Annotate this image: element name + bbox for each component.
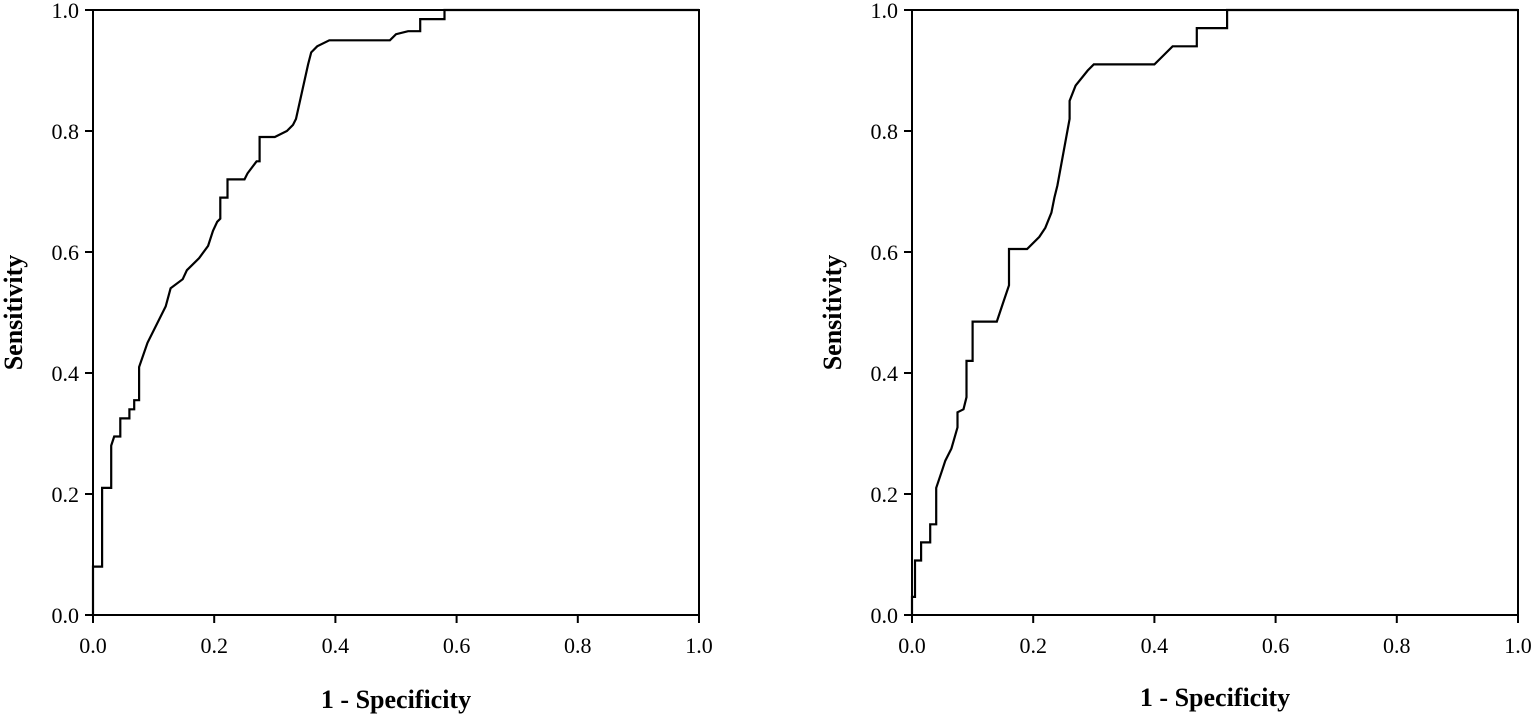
x-tick-label: 0.6 <box>1262 633 1290 658</box>
y-tick-label: 0.6 <box>52 240 80 265</box>
x-tick-label: 0.6 <box>443 633 471 658</box>
y-tick-label: 0.0 <box>52 603 80 628</box>
x-tick-label: 0.0 <box>898 633 926 658</box>
y-axis-title: Sensitivity <box>818 255 847 371</box>
x-tick-label: 0.4 <box>1141 633 1169 658</box>
roc-curve <box>91 8 699 615</box>
x-tick-label: 0.0 <box>79 633 107 658</box>
x-tick-label: 0.2 <box>200 633 228 658</box>
y-tick-label: 0.8 <box>52 119 80 144</box>
roc-chart-left: 0.0 0.2 0.4 0.6 0.8 1.0 0.0 0.2 0.4 0.6 0.8 1.0 1 - … <box>0 0 713 714</box>
y-tick-label: 0.4 <box>52 361 80 386</box>
x-axis-title: 1 - Specificity <box>321 685 471 714</box>
y-tick-label: 1.0 <box>871 0 899 23</box>
x-tick-label: 0.2 <box>1019 633 1047 658</box>
y-axis-title: Sensitivity <box>0 255 28 371</box>
roc-curve <box>910 8 1518 615</box>
y-tick-label: 1.0 <box>52 0 80 23</box>
x-tick-label: 0.8 <box>564 633 592 658</box>
x-tick-label: 0.4 <box>322 633 350 658</box>
x-tick-label: 0.8 <box>1383 633 1411 658</box>
y-tick-label: 0.2 <box>871 482 899 507</box>
y-tick-label: 0.4 <box>871 361 899 386</box>
plot-frame <box>911 9 1519 616</box>
y-tick-label: 0.8 <box>871 119 899 144</box>
y-tick-label: 0.0 <box>871 603 899 628</box>
x-axis-title: 1 - Specificity <box>1140 683 1290 712</box>
x-tick-label: 1.0 <box>685 633 713 658</box>
x-tick-label: 1.0 <box>1504 633 1532 658</box>
plot-frame <box>92 9 700 616</box>
y-tick-label: 0.6 <box>871 240 899 265</box>
y-tick-label: 0.2 <box>52 482 80 507</box>
roc-chart-right: 0.0 0.2 0.4 0.6 0.8 1.0 0.0 0.2 0.4 0.6 0.8 1.0 1 - … <box>818 0 1532 712</box>
